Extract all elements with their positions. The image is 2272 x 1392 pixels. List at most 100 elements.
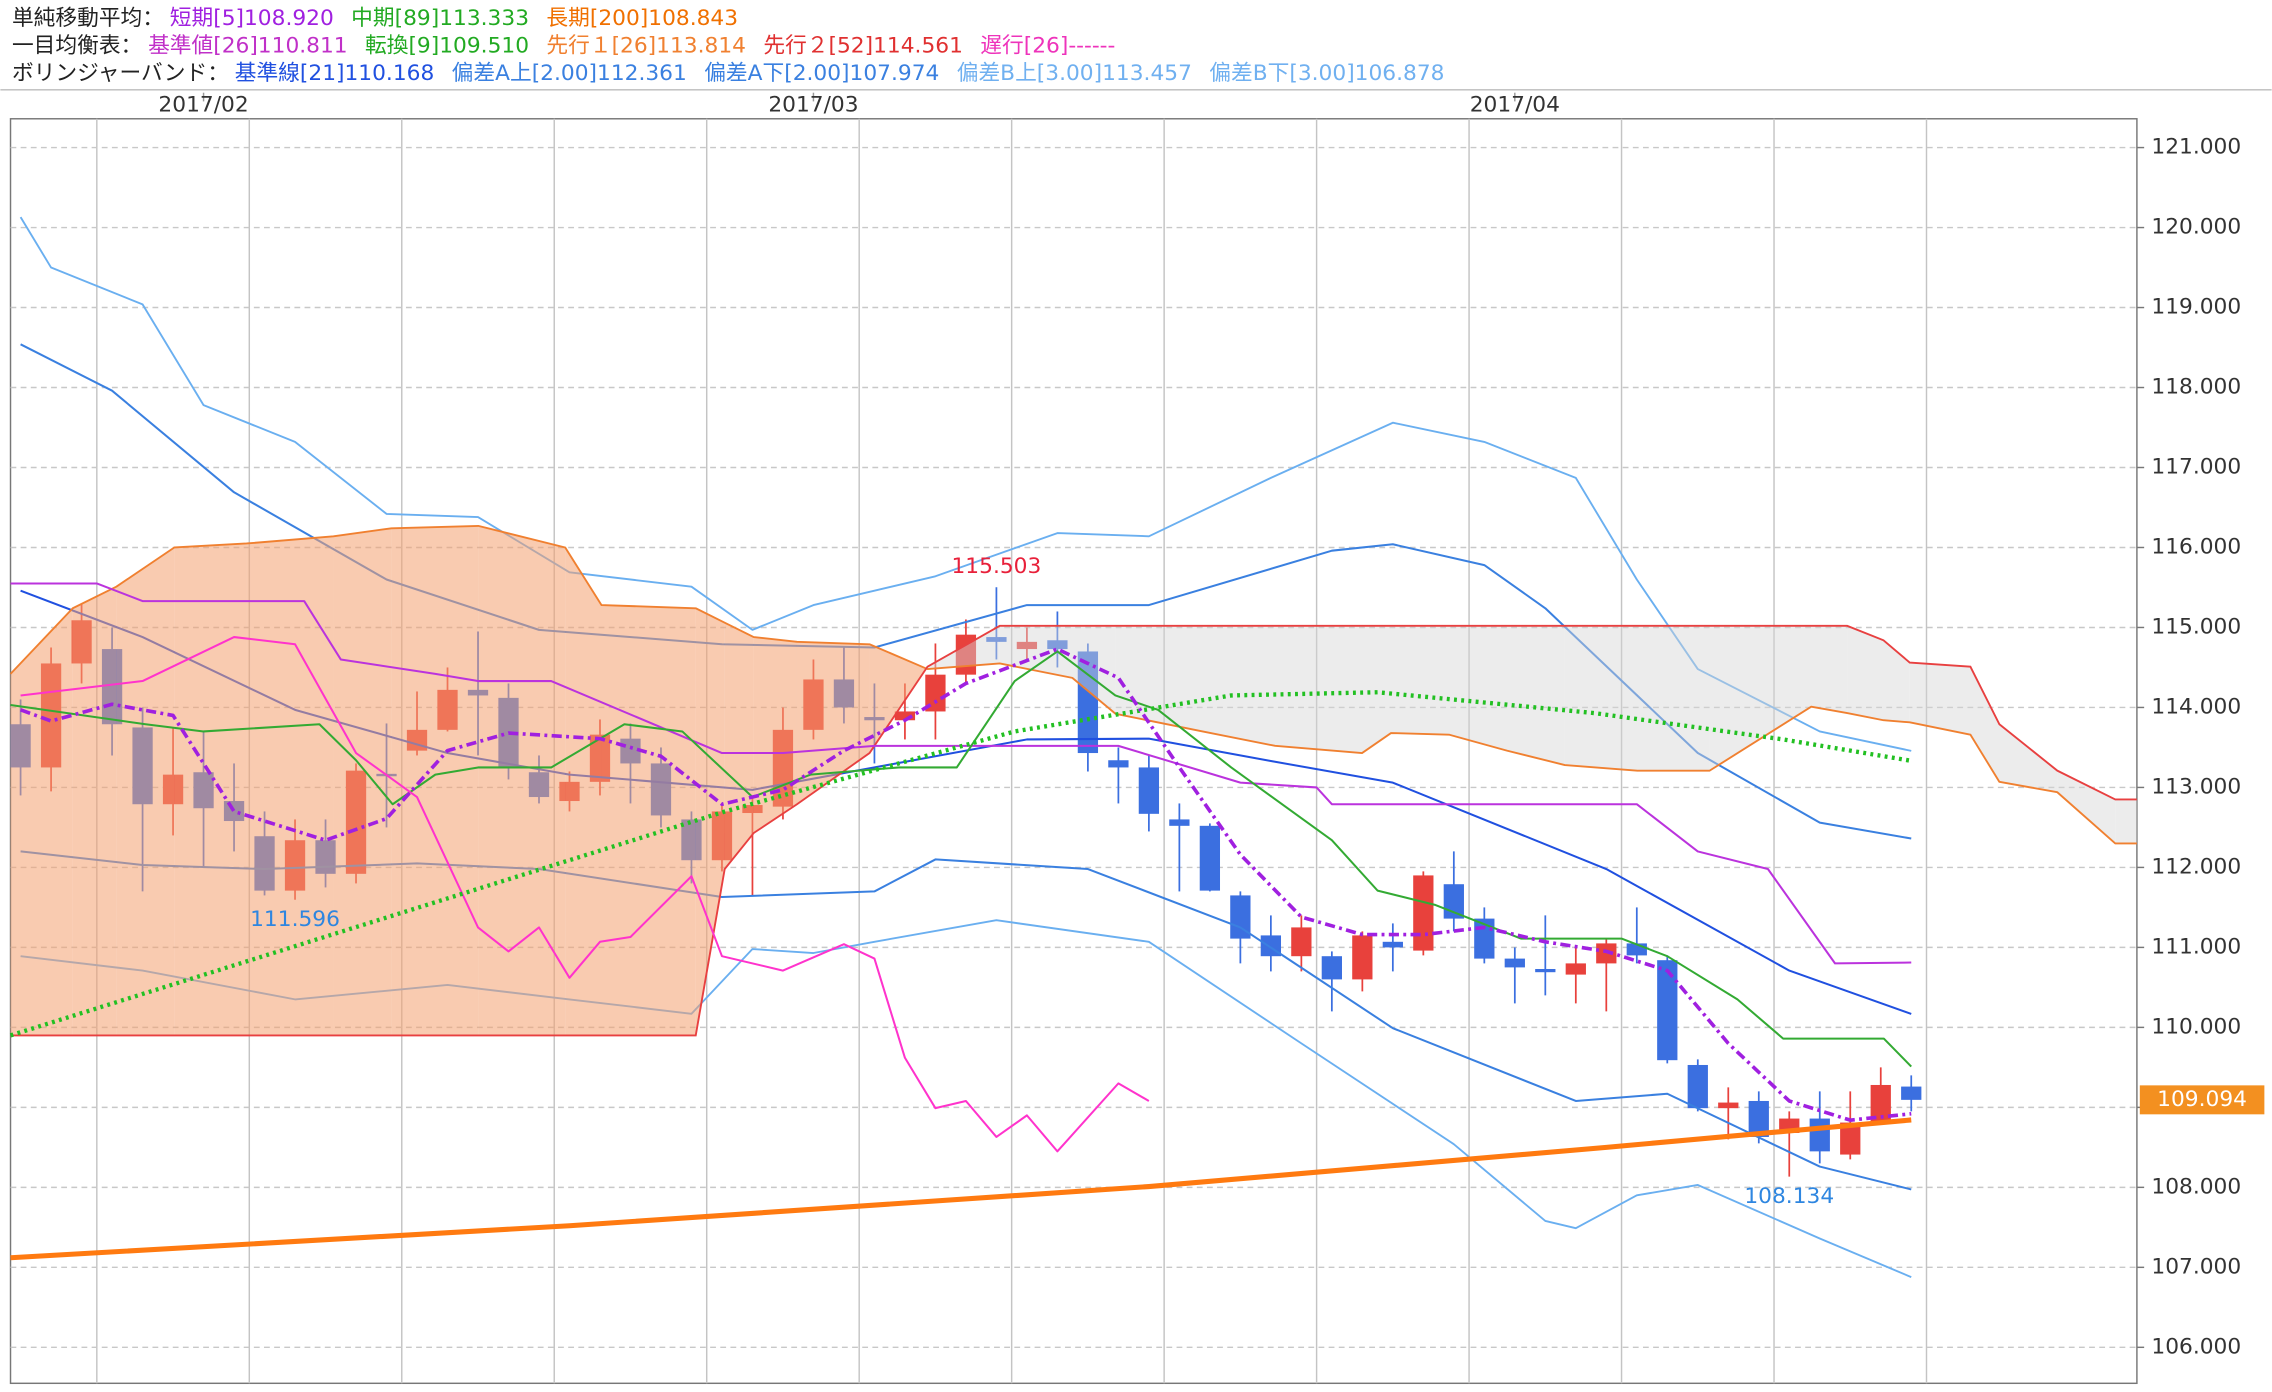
cloud-fill	[1448, 625, 1507, 751]
legend-item: 偏差A下[2.00]107.974	[704, 61, 939, 86]
legend-item: 転換[9]109.510	[365, 33, 529, 58]
cloud-fill	[478, 525, 566, 1036]
cloud-fill	[1999, 724, 2058, 793]
cloud-fill	[869, 644, 928, 754]
low-label: 111.596	[250, 907, 340, 932]
candle-body	[1413, 875, 1434, 951]
legend-item: 単純移動平均：	[12, 6, 164, 31]
low-label: 108.134	[1744, 1184, 1834, 1209]
last-price-label: 109.094	[2157, 1087, 2247, 1112]
candle-body	[1718, 1102, 1739, 1109]
series	[9, 582, 1912, 1261]
legend-item: 基準値[26]110.811	[148, 33, 348, 58]
candle-body	[1169, 819, 1190, 826]
series-line	[10, 650, 1912, 1068]
cloud-fill	[1883, 640, 1910, 723]
cloud-fill	[2115, 799, 2137, 844]
cloud-fill	[565, 547, 602, 1036]
span-b-line	[10, 624, 2137, 1037]
cloud-fill	[1362, 625, 1392, 754]
y-tick-label: 107.000	[2151, 1254, 2241, 1279]
candle-body	[1840, 1122, 1861, 1155]
last-price-box	[2139, 1085, 2265, 1115]
series-line	[19, 647, 1912, 1122]
cloud-fill	[1637, 625, 1710, 771]
y-tick-label: 116.000	[2151, 534, 2241, 559]
y-tick-label: 113.000	[2151, 774, 2241, 799]
candle-body	[1321, 956, 1342, 980]
y-tick-label: 118.000	[2151, 375, 2241, 400]
legend: 単純移動平均： 短期[5]108.920 中期[89]113.333 長期[200]1…	[12, 6, 1445, 86]
legend-row: ボリンジャーバンド： 基準線[21]110.168 偏差A上[2.00]112.36…	[12, 61, 1445, 86]
cloud-fill	[333, 528, 392, 1036]
candle-body	[1657, 960, 1678, 1061]
cloud-fill	[1564, 625, 1638, 771]
cloud-fill	[695, 608, 725, 1036]
cloud-fill	[724, 622, 754, 870]
series-line	[20, 636, 1150, 1153]
legend-item: 遅行[26]------	[980, 33, 1115, 58]
candle-body	[1809, 1118, 1830, 1152]
candle-body	[1138, 767, 1160, 814]
x-tick-label: 2017/02	[158, 93, 248, 118]
legend-item: 偏差B下[3.00]106.878	[1209, 61, 1444, 86]
candle-body	[1565, 963, 1586, 975]
y-tick-label: 110.000	[2151, 1014, 2241, 1039]
series-line	[10, 1117, 1912, 1261]
y-tick-label: 115.000	[2151, 614, 2241, 639]
candle-body	[1443, 884, 1464, 919]
candle-body	[1230, 895, 1251, 939]
cloud-fill	[2057, 770, 2116, 844]
candle-body	[986, 637, 1007, 642]
legend-item: 一目均衡表：	[12, 33, 142, 58]
y-tick-label: 111.000	[2151, 934, 2241, 959]
y-tick-label: 121.000	[2151, 135, 2241, 160]
candle-body	[955, 634, 977, 675]
series-line	[10, 582, 1912, 965]
legend-item: 長期[200]108.843	[546, 6, 738, 31]
cloud-fill	[1811, 625, 1848, 714]
cloud-fill	[796, 641, 870, 805]
cloud-fill	[174, 543, 247, 1036]
cloud	[9, 524, 2137, 1037]
cloud-fill	[1506, 625, 1565, 766]
cloud-fill	[1202, 625, 1276, 746]
candle-body	[1199, 825, 1221, 891]
cloud-fill	[999, 625, 1073, 678]
legend-item: 偏差A上[2.00]112.361	[452, 61, 687, 86]
legend-item: 先行１[26]113.814	[546, 33, 746, 58]
y-tick-label: 119.000	[2151, 295, 2241, 320]
cloud-fill	[1072, 625, 1116, 714]
candle-body	[1016, 641, 1038, 650]
y-tick-label: 112.000	[2151, 854, 2241, 879]
legend-item: ボリンジャーバンド：	[12, 61, 229, 86]
candle-body	[1687, 1064, 1708, 1109]
cloud-fill	[246, 536, 334, 1036]
band-line	[20, 343, 1912, 840]
candle-body	[1748, 1100, 1769, 1137]
x-axis: 2017/02 2017/03 2017/04	[158, 92, 1560, 118]
candle-body	[1077, 651, 1099, 754]
legend-item: 短期[5]108.920	[170, 6, 334, 31]
legend-item: 偏差B上[3.00]113.457	[957, 61, 1192, 86]
candle-body	[1901, 1086, 1922, 1100]
y-tick-label: 114.000	[2151, 694, 2241, 719]
cloud-fill	[391, 525, 479, 1036]
y-tick-label: 108.000	[2151, 1174, 2241, 1199]
candle-body	[1870, 1084, 1891, 1123]
candle-body	[1382, 941, 1403, 948]
candle-body	[1596, 943, 1617, 964]
candle-body	[1291, 927, 1312, 957]
candle-body	[1352, 935, 1373, 980]
legend-item: 中期[89]113.333	[351, 6, 529, 31]
candle-body	[894, 711, 916, 721]
candle-body	[1047, 640, 1068, 650]
x-tick-label: 2017/03	[768, 93, 858, 118]
cloud-fill	[1970, 666, 2000, 782]
legend-row: 一目均衡表： 基準値[26]110.811 転換[9]109.510 先行１[26]1…	[12, 33, 1115, 58]
cloud-fill	[1847, 625, 1884, 721]
candle-body	[925, 674, 946, 712]
cloud-fill	[10, 608, 73, 1036]
candle-body	[1108, 760, 1129, 768]
